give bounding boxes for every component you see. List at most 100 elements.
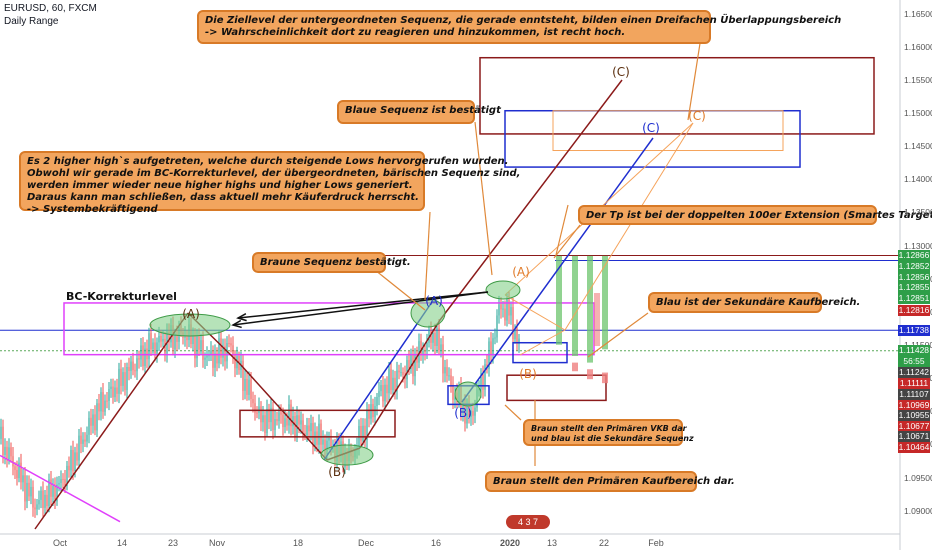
candle-body bbox=[318, 423, 320, 445]
candle-body bbox=[490, 341, 492, 355]
candle-body bbox=[56, 484, 58, 502]
candle-body bbox=[374, 406, 376, 418]
candle-body bbox=[368, 410, 370, 419]
candle-body bbox=[234, 354, 236, 369]
magenta-trend-line bbox=[0, 454, 121, 523]
candle-body bbox=[308, 425, 310, 432]
candle-body bbox=[442, 344, 444, 374]
candle-body bbox=[462, 403, 464, 413]
candle-body bbox=[312, 423, 314, 448]
candle-body bbox=[208, 355, 210, 357]
candle-body bbox=[168, 331, 170, 343]
candle-body bbox=[360, 426, 362, 441]
candle-body bbox=[64, 479, 66, 487]
highlight-ellipse bbox=[320, 444, 374, 466]
candle-body bbox=[206, 355, 208, 358]
wave-label: (A) bbox=[182, 307, 200, 321]
events-badge[interactable]: 4 3 7 bbox=[506, 515, 550, 529]
candle-body bbox=[98, 403, 100, 412]
time-tick-label: Nov bbox=[208, 538, 226, 548]
candle-body bbox=[8, 447, 10, 460]
candle-body bbox=[158, 335, 160, 343]
candle-body bbox=[102, 392, 104, 412]
callout-line: Blaue Sequenz ist bestätigt bbox=[345, 105, 501, 116]
callout-pointer bbox=[504, 404, 522, 421]
callout-brown-confirmed[interactable]: Braune Sequenz bestätigt. bbox=[252, 252, 411, 273]
time-tick-label: 2020 bbox=[499, 538, 521, 548]
brown-buy-zone bbox=[239, 409, 396, 438]
candle-body bbox=[390, 369, 392, 391]
candle-body bbox=[12, 456, 14, 467]
price-tag: 1.12851 bbox=[898, 292, 930, 304]
highlight-ellipse bbox=[485, 280, 521, 300]
candle-body bbox=[68, 465, 70, 471]
candle-body bbox=[508, 299, 510, 316]
black-arrow-head bbox=[231, 319, 242, 329]
candle-body bbox=[152, 342, 154, 350]
highlight-ellipse bbox=[149, 313, 231, 337]
wave-label: (A) bbox=[425, 294, 443, 308]
callout-blue-buy-zone[interactable]: Blau ist der Sekundäre Kaufbereich. bbox=[648, 292, 860, 313]
candle-body bbox=[292, 416, 294, 427]
candle-body bbox=[406, 360, 408, 380]
candle-body bbox=[132, 361, 134, 371]
candle-body bbox=[150, 333, 152, 350]
callout-line: und blau ist die Sekundäre Sequenz bbox=[531, 434, 694, 443]
callout-primary-vkb[interactable]: Braun stellt den Primären VKB dar und bl… bbox=[523, 419, 694, 446]
candle-body bbox=[212, 350, 214, 368]
candle-body bbox=[146, 348, 148, 360]
candle-body bbox=[300, 420, 302, 425]
candle-body bbox=[496, 315, 498, 338]
stop-bar bbox=[587, 369, 593, 380]
callout-take-profit[interactable]: Der Tp ist bei der doppelten 100er Exten… bbox=[578, 205, 932, 225]
candle-body bbox=[302, 420, 304, 434]
candle-body bbox=[280, 412, 282, 415]
candle-body bbox=[396, 370, 398, 391]
candle-body bbox=[450, 375, 452, 385]
candle-body bbox=[194, 335, 196, 359]
callout-primary-buy-zone[interactable]: Braun stellt den Primären Kaufbereich da… bbox=[485, 471, 735, 492]
candle-body bbox=[444, 367, 446, 374]
candle-body bbox=[18, 462, 20, 479]
callout-higher-highs[interactable]: Es 2 higher high`s aufgetreten, welche d… bbox=[19, 151, 520, 215]
candle-body bbox=[92, 414, 94, 426]
price-tick-label: 1.15000 bbox=[904, 108, 932, 119]
candle-body bbox=[16, 469, 18, 479]
candle-body bbox=[518, 338, 520, 344]
price-tick-label: 1.11500 bbox=[904, 340, 932, 350]
candle-body bbox=[498, 304, 500, 316]
candle-body bbox=[90, 417, 92, 426]
callout-line: Braun stellt den Primären Kaufbereich da… bbox=[493, 476, 735, 487]
candle-body bbox=[216, 353, 218, 364]
callout-target-levels[interactable]: Die Ziellevel der untergeordneten Sequen… bbox=[197, 10, 841, 44]
candle-body bbox=[44, 494, 46, 508]
indicator-label: Daily Range bbox=[4, 16, 59, 27]
candle-body bbox=[314, 431, 316, 448]
candle-body bbox=[184, 335, 186, 338]
candle-body bbox=[260, 406, 262, 423]
candle-body bbox=[230, 343, 232, 346]
time-tick-label: Oct bbox=[52, 538, 68, 548]
price-tag: 1.10969 bbox=[898, 399, 930, 411]
candle-body bbox=[480, 374, 482, 389]
candle-body bbox=[58, 483, 60, 485]
candle-body bbox=[108, 389, 110, 401]
candle-body bbox=[502, 308, 504, 310]
wave-label: (A) bbox=[512, 265, 530, 279]
callout-blue-confirmed[interactable]: Blaue Sequenz ist bestätigt bbox=[337, 100, 501, 124]
brown-wave-line bbox=[239, 363, 328, 461]
candle-body bbox=[130, 361, 132, 371]
candle-body bbox=[322, 439, 324, 445]
callout-line: Es 2 higher high`s aufgetreten, welche d… bbox=[27, 156, 509, 167]
candle-body bbox=[304, 433, 306, 436]
candle-body bbox=[514, 328, 516, 340]
brown-wave-line bbox=[34, 312, 189, 530]
candle-body bbox=[376, 397, 378, 407]
candle-body bbox=[200, 340, 202, 350]
price-tag: 1.11111 bbox=[898, 378, 930, 390]
brown-target-zone bbox=[479, 56, 875, 135]
candle-body bbox=[266, 408, 268, 434]
time-tick-label: Feb bbox=[648, 538, 664, 548]
